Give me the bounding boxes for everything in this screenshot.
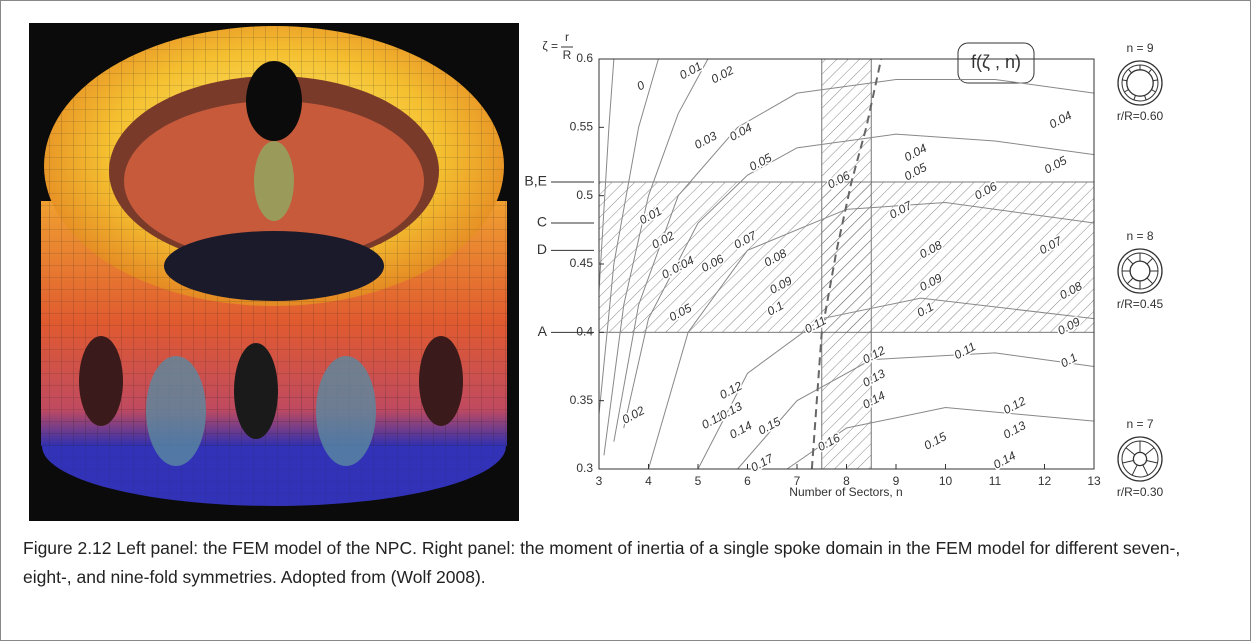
contour-label: 0.04 — [902, 141, 929, 164]
contour-label: 0.14 — [727, 418, 754, 441]
y-tick-label: 0.35 — [570, 393, 594, 407]
contour-label: 0.02 — [709, 63, 736, 86]
contour-label: 0.05 — [747, 150, 774, 173]
zeta-num: r — [565, 30, 569, 44]
icon-spoke — [1128, 69, 1131, 73]
x-tick-label: 12 — [1038, 474, 1052, 488]
icon-spoke — [1134, 95, 1136, 100]
y-tick-label: 0.3 — [576, 461, 593, 475]
marker-label: C — [537, 214, 547, 230]
zeta-lhs: ζ = — [542, 39, 558, 53]
icon-spoke — [1124, 90, 1128, 92]
icon-spoke — [1127, 278, 1133, 284]
contour-label: 0.11 — [952, 339, 978, 362]
contour-label: 0.17 — [748, 451, 776, 475]
marker-label: D — [537, 241, 547, 257]
marker-label: A — [538, 323, 548, 339]
y-tick-label: 0.4 — [576, 325, 593, 339]
x-tick-label: 9 — [893, 474, 900, 488]
figure-caption: Figure 2.12 Left panel: the FEM model of… — [23, 534, 1233, 592]
contour-label: 0.13 — [717, 399, 744, 422]
contour-label: 0.13 — [1001, 418, 1028, 441]
icon-spoke — [1151, 90, 1155, 92]
contour-label: 0.01 — [677, 59, 704, 82]
zeta-den: R — [563, 48, 572, 62]
contour-label: 0 — [634, 78, 647, 94]
contour-label: 0.15 — [756, 414, 783, 437]
icon-spoke — [1145, 95, 1147, 100]
icon-spoke — [1148, 69, 1151, 73]
x-tick-label: 13 — [1087, 474, 1101, 488]
icon-spoke — [1146, 460, 1157, 463]
x-tick-label: 7 — [794, 474, 801, 488]
contour-label: 0.04 — [727, 120, 754, 143]
icon-spoke — [1153, 80, 1158, 81]
icon-label: r/R=0.30 — [1117, 485, 1164, 499]
icon-inner — [1127, 70, 1153, 96]
contour-label: 0.03 — [692, 128, 719, 151]
y-tick-label: 0.5 — [576, 188, 593, 202]
contour-label: 0.04 — [1047, 108, 1074, 131]
icon-inner — [1130, 261, 1150, 281]
x-tick-label: 4 — [645, 474, 652, 488]
contour-label: 0.02 — [620, 403, 647, 426]
fem-model-image — [29, 23, 519, 521]
icon-spoke — [1132, 465, 1137, 475]
icon-title: n = 8 — [1126, 229, 1153, 243]
y-tick-label: 0.6 — [576, 51, 593, 65]
icon-inner — [1133, 452, 1146, 465]
figure: ζ = r R f(ζ , n) Number of Sectors, n 34… — [0, 0, 1251, 641]
function-label: f(ζ , n) — [971, 52, 1021, 72]
x-tick-label: 8 — [843, 474, 850, 488]
contour-label: 0.05 — [902, 160, 929, 183]
y-tick-label: 0.45 — [570, 256, 594, 270]
marker-label: B,E — [524, 173, 547, 189]
contour-label: 0.14 — [991, 448, 1018, 471]
icon-spoke — [1126, 448, 1135, 455]
icon-spoke — [1122, 80, 1127, 81]
x-tick-label: 10 — [939, 474, 953, 488]
icon-spoke — [1127, 258, 1133, 264]
icon-spoke — [1145, 448, 1154, 455]
icon-spoke — [1122, 460, 1133, 463]
icon-spoke — [1143, 465, 1148, 475]
contour-label: 0.15 — [922, 429, 949, 452]
contour-label: 0.12 — [717, 379, 744, 402]
icon-spoke — [1147, 258, 1153, 264]
icon-title: n = 9 — [1126, 41, 1153, 55]
x-tick-label: 3 — [596, 474, 603, 488]
icon-spoke — [1147, 278, 1153, 284]
icon-title: n = 7 — [1126, 417, 1153, 431]
x-tick-label: 11 — [989, 474, 1002, 488]
y-tick-label: 0.55 — [570, 120, 594, 134]
icon-label: r/R=0.45 — [1117, 297, 1164, 311]
x-tick-label: 5 — [695, 474, 702, 488]
contour-line — [738, 353, 1094, 469]
contour-label: 0.1 — [1058, 350, 1079, 370]
x-tick-label: 6 — [744, 474, 751, 488]
icon-label: r/R=0.60 — [1117, 109, 1164, 123]
contour-label: 0.05 — [1042, 153, 1069, 176]
